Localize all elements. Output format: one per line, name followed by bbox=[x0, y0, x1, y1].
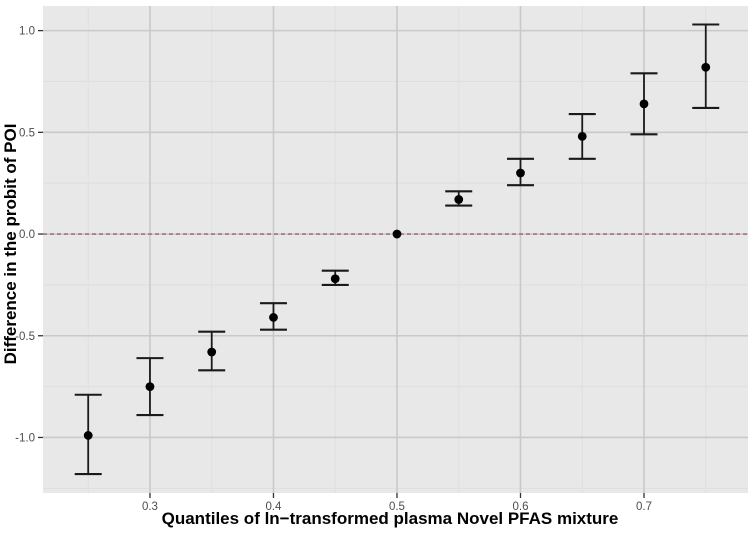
data-point bbox=[83, 431, 93, 440]
data-point bbox=[639, 99, 649, 109]
data-point bbox=[269, 313, 278, 322]
y-tick-label: -1.0 bbox=[15, 432, 35, 444]
x-tick-label: 0.3 bbox=[142, 501, 158, 513]
data-point bbox=[207, 347, 217, 357]
y-axis-title: Difference in the probit of POI bbox=[1, 123, 20, 365]
x-tick-label: 0.7 bbox=[636, 501, 652, 513]
data-point bbox=[701, 62, 711, 72]
data-point bbox=[516, 168, 525, 178]
data-point bbox=[392, 229, 402, 239]
x-tick-label: 0.4 bbox=[265, 501, 282, 513]
data-point bbox=[454, 195, 464, 204]
y-tick-label: 1.0 bbox=[19, 26, 35, 38]
y-tick-label: 0.0 bbox=[19, 229, 35, 241]
x-tick-label: 0.6 bbox=[512, 501, 528, 513]
data-point bbox=[577, 131, 587, 141]
plot-panel bbox=[43, 6, 748, 493]
data-point bbox=[145, 382, 155, 392]
y-tick-label: -0.5 bbox=[15, 331, 35, 343]
data-point bbox=[330, 274, 340, 284]
x-axis-title: Quantiles of ln−transformed plasma Novel… bbox=[161, 509, 619, 528]
x-tick-label: 0.5 bbox=[389, 501, 405, 513]
y-tick-label: 0.5 bbox=[19, 127, 35, 139]
